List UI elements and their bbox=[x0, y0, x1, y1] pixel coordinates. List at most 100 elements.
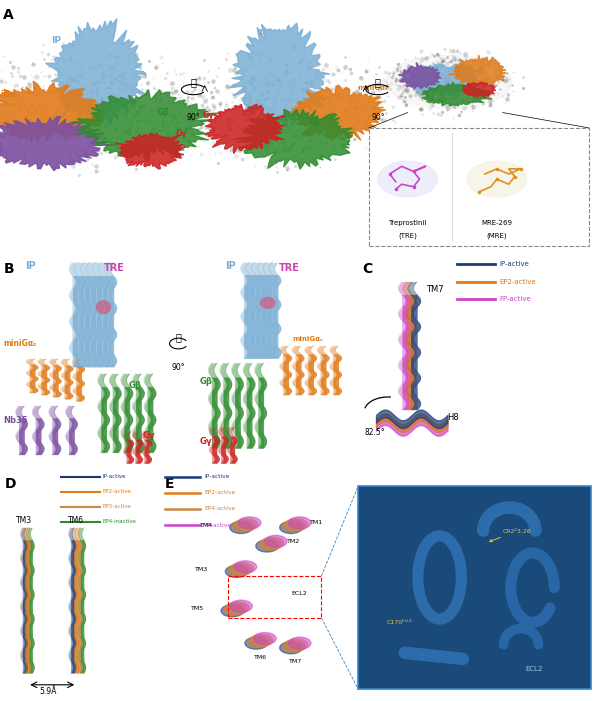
Polygon shape bbox=[115, 132, 186, 169]
Text: Gβ: Gβ bbox=[200, 377, 213, 386]
Text: Gγ: Gγ bbox=[143, 430, 155, 440]
Text: (TRE): (TRE) bbox=[398, 233, 417, 240]
Ellipse shape bbox=[226, 566, 248, 578]
Ellipse shape bbox=[280, 642, 302, 654]
Ellipse shape bbox=[378, 161, 437, 197]
Text: MRE-269: MRE-269 bbox=[481, 220, 512, 226]
Circle shape bbox=[387, 55, 512, 109]
Ellipse shape bbox=[250, 634, 273, 646]
Polygon shape bbox=[0, 116, 117, 171]
Text: EP2-active: EP2-active bbox=[500, 278, 537, 285]
Text: (MRE): (MRE) bbox=[487, 233, 507, 240]
Text: TRE: TRE bbox=[104, 263, 124, 273]
Ellipse shape bbox=[228, 564, 251, 576]
Text: H8: H8 bbox=[447, 414, 459, 423]
Ellipse shape bbox=[289, 637, 311, 649]
Ellipse shape bbox=[230, 600, 252, 612]
Polygon shape bbox=[0, 81, 104, 142]
Text: 90°: 90° bbox=[187, 113, 200, 121]
Text: miniGαₛ: miniGαₛ bbox=[357, 85, 387, 90]
Text: miniGαₛ: miniGαₛ bbox=[0, 90, 18, 100]
Text: miniGαₛ: miniGαₛ bbox=[4, 339, 36, 348]
Polygon shape bbox=[205, 104, 286, 154]
Text: EP2-active: EP2-active bbox=[204, 490, 236, 496]
Polygon shape bbox=[449, 55, 506, 86]
Ellipse shape bbox=[227, 601, 249, 614]
Text: TM1: TM1 bbox=[311, 520, 324, 525]
Ellipse shape bbox=[233, 520, 255, 532]
Text: Gγ: Gγ bbox=[176, 128, 187, 137]
Text: TM4: TM4 bbox=[200, 523, 213, 528]
Ellipse shape bbox=[280, 522, 302, 533]
Bar bbox=[228, 576, 321, 618]
Text: 90°: 90° bbox=[172, 363, 185, 372]
Ellipse shape bbox=[231, 562, 253, 574]
Text: TM6: TM6 bbox=[254, 655, 267, 660]
Text: C170ᴱᶜᴸ²: C170ᴱᶜᴸ² bbox=[386, 620, 412, 625]
Polygon shape bbox=[45, 19, 148, 126]
Text: ECL2: ECL2 bbox=[525, 666, 543, 672]
Text: FP-active: FP-active bbox=[500, 296, 531, 301]
Ellipse shape bbox=[289, 517, 311, 529]
Ellipse shape bbox=[261, 537, 284, 549]
Text: FP-active: FP-active bbox=[204, 523, 231, 528]
Text: IP-active: IP-active bbox=[500, 261, 530, 267]
Ellipse shape bbox=[253, 632, 276, 644]
Ellipse shape bbox=[286, 639, 308, 651]
Text: IP: IP bbox=[225, 261, 236, 271]
Polygon shape bbox=[228, 23, 330, 128]
Text: TM5: TM5 bbox=[191, 606, 204, 611]
Text: ECL2: ECL2 bbox=[291, 590, 306, 596]
Text: D: D bbox=[5, 477, 16, 491]
Bar bbox=[358, 486, 591, 690]
Text: IP-active: IP-active bbox=[103, 474, 126, 479]
Text: TM6: TM6 bbox=[67, 516, 84, 525]
Polygon shape bbox=[399, 62, 441, 89]
Text: ⏻: ⏻ bbox=[190, 77, 196, 87]
Text: ⏻: ⏻ bbox=[375, 77, 381, 87]
Ellipse shape bbox=[261, 297, 275, 308]
Text: ⏻: ⏻ bbox=[176, 332, 181, 342]
Text: EP2-active: EP2-active bbox=[103, 489, 131, 494]
Polygon shape bbox=[233, 109, 353, 169]
Ellipse shape bbox=[283, 520, 305, 532]
Text: Nb35: Nb35 bbox=[4, 416, 28, 425]
Polygon shape bbox=[289, 86, 386, 140]
Text: TM3: TM3 bbox=[16, 516, 32, 525]
Text: Treprostinil: Treprostinil bbox=[389, 220, 427, 226]
Text: C: C bbox=[362, 262, 372, 276]
Ellipse shape bbox=[221, 605, 243, 617]
Text: A: A bbox=[3, 8, 14, 22]
Ellipse shape bbox=[467, 161, 527, 197]
Ellipse shape bbox=[256, 540, 278, 552]
Ellipse shape bbox=[286, 519, 308, 531]
Text: 82.5°: 82.5° bbox=[364, 428, 385, 437]
Ellipse shape bbox=[230, 522, 252, 533]
Text: IP: IP bbox=[25, 261, 36, 271]
Text: C92²3.26: C92²3.26 bbox=[490, 529, 531, 542]
Text: TM7: TM7 bbox=[426, 285, 444, 294]
Text: IP-active: IP-active bbox=[204, 474, 230, 479]
Text: TM2: TM2 bbox=[287, 539, 300, 544]
Text: IP: IP bbox=[256, 29, 266, 38]
Text: E: E bbox=[165, 477, 174, 491]
Text: IP: IP bbox=[52, 36, 61, 46]
Text: EP4-active: EP4-active bbox=[204, 507, 236, 512]
Text: Nb35: Nb35 bbox=[0, 144, 2, 153]
Ellipse shape bbox=[245, 637, 268, 649]
Text: Gβ: Gβ bbox=[158, 108, 170, 117]
Polygon shape bbox=[462, 82, 496, 97]
Polygon shape bbox=[71, 90, 218, 161]
Text: 90°: 90° bbox=[371, 113, 384, 121]
Ellipse shape bbox=[96, 301, 111, 313]
Text: Gβ: Gβ bbox=[129, 381, 142, 390]
Text: Gγ: Gγ bbox=[202, 111, 214, 120]
Bar bbox=[369, 128, 589, 245]
Text: TRE: TRE bbox=[278, 263, 299, 273]
Ellipse shape bbox=[248, 636, 271, 648]
Text: B: B bbox=[4, 262, 14, 276]
Text: 5.9Å: 5.9Å bbox=[39, 687, 57, 696]
Text: miniGαₛ: miniGαₛ bbox=[293, 336, 323, 342]
Text: EP4-inactive: EP4-inactive bbox=[103, 519, 137, 524]
Ellipse shape bbox=[236, 519, 258, 531]
